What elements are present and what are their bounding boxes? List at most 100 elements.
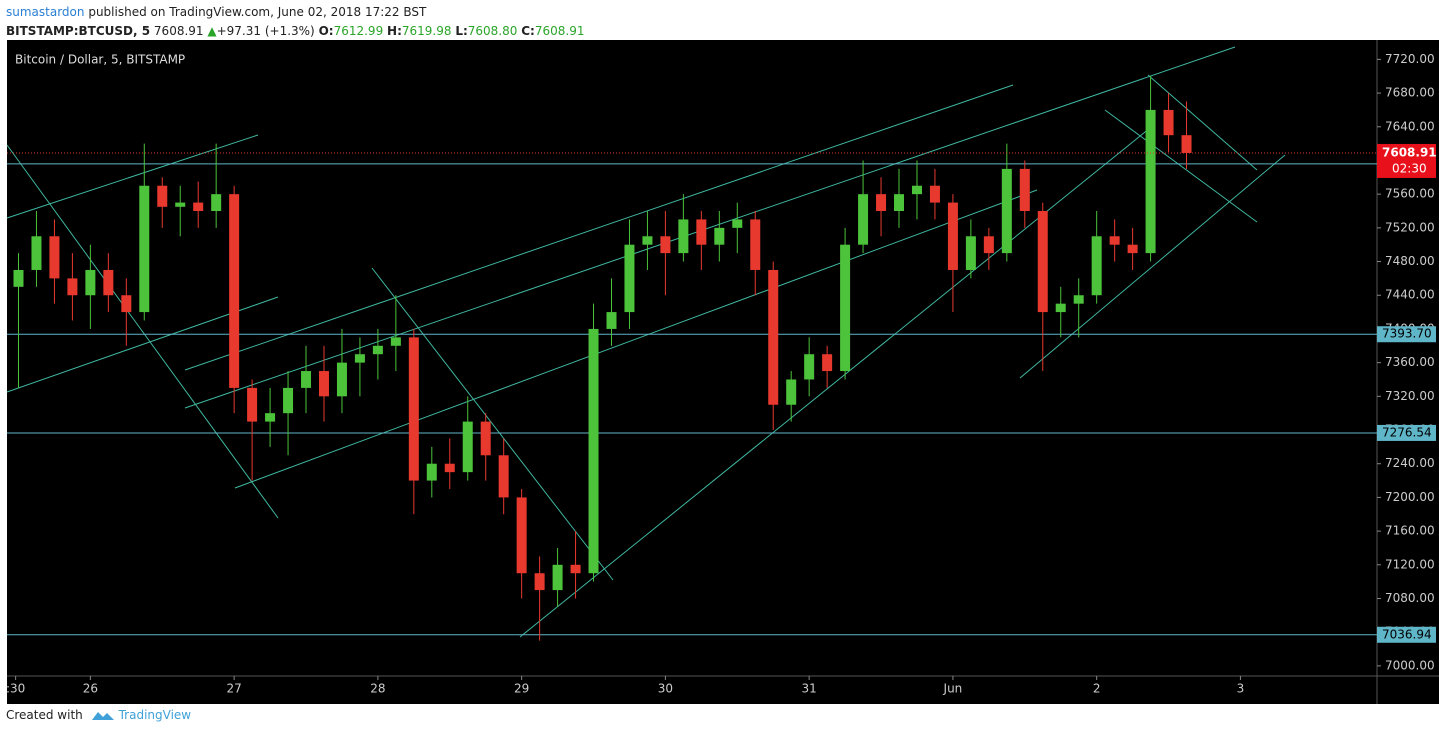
trend-line [371, 267, 614, 581]
level-label: 7276.54 [1382, 425, 1432, 439]
countdown: 02:30 [1392, 161, 1427, 175]
brand[interactable]: TradingView [118, 708, 192, 722]
candle-body [1127, 244, 1138, 254]
last: 7608.91 [153, 24, 204, 38]
chart-bg [7, 40, 1439, 704]
candle-body [714, 227, 725, 245]
y-tick-label: 7640.00 [1385, 119, 1435, 133]
y-tick-label: 7160.00 [1385, 524, 1435, 538]
candle-body [1091, 236, 1102, 296]
created: Created with [6, 708, 83, 722]
candle-body [606, 312, 617, 329]
candle-body [552, 564, 563, 591]
trend-line [1104, 109, 1258, 223]
candle-body [462, 421, 473, 473]
candle-body [534, 573, 545, 591]
close: 7608.91 [534, 24, 585, 38]
y-tick-label: 7720.00 [1385, 52, 1435, 66]
l-label: L: [455, 24, 468, 38]
level-tag [1377, 626, 1436, 643]
candle-body [121, 295, 132, 313]
candle-body [229, 194, 240, 388]
candle-body [858, 194, 869, 245]
candle-body [354, 354, 365, 363]
candle-body [1019, 168, 1030, 212]
logo [91, 711, 114, 720]
candle-body [750, 219, 761, 270]
candle-body [247, 387, 258, 422]
level-tag [1377, 424, 1436, 441]
candle-body [894, 194, 905, 212]
open: 7612.99 [333, 24, 384, 38]
y-tick-label: 7120.00 [1385, 557, 1435, 571]
trend-line [6, 144, 279, 519]
high: 7619.98 [401, 24, 452, 38]
candle-body [31, 236, 42, 270]
candle-body [732, 219, 743, 228]
candle-body [1163, 109, 1174, 136]
candle-body [768, 269, 779, 405]
x-tick-label: 26 [83, 682, 98, 696]
candle-body [67, 278, 78, 296]
candle-body [1145, 109, 1156, 254]
candle-body [786, 379, 797, 405]
candle-body [139, 185, 150, 313]
candle-body [444, 463, 455, 473]
last-price-label: 7608.91 [1382, 145, 1437, 159]
candle-body [929, 185, 940, 203]
y-tick-label: 7200.00 [1385, 490, 1435, 504]
y-tick-label: 7080.00 [1385, 591, 1435, 605]
h-label: H: [387, 24, 402, 38]
candle-body [13, 269, 24, 287]
x-tick-label: 3 [1237, 682, 1245, 696]
header: sumastardon published on TradingView.com… [6, 3, 584, 41]
trend-line [1147, 74, 1258, 171]
candle-body [372, 345, 383, 355]
c-label: C: [521, 24, 535, 38]
x-tick-label: Jun [943, 682, 963, 696]
candle-body [642, 236, 653, 245]
candle-body [301, 371, 312, 388]
footer: Created with TradingView [6, 708, 191, 723]
published: published on TradingView.com, June 02, 2… [88, 5, 427, 19]
candle-body [390, 337, 401, 346]
candle-body [911, 185, 922, 195]
candle-body [660, 236, 671, 254]
chart-title: Bitcoin / Dollar, 5, BITSTAMP [15, 53, 185, 67]
trend-line [184, 84, 1014, 371]
candle-body [1055, 303, 1066, 313]
trend-lines [6, 46, 1286, 638]
candle-body [570, 564, 581, 574]
low: 7608.80 [467, 24, 518, 38]
x-tick-label: 27 [226, 682, 241, 696]
candle-body [947, 202, 958, 270]
x-tick-label: 30 [658, 682, 673, 696]
candle-body [965, 236, 976, 270]
candle-body [1001, 168, 1012, 254]
candle-body [336, 362, 347, 397]
change: +97.31 (+1.3%) [216, 24, 315, 38]
y-tick-label: 7560.00 [1385, 187, 1435, 201]
candle-body [283, 387, 294, 414]
candle-body [157, 185, 168, 207]
candle-body [804, 354, 815, 380]
author[interactable]: sumastardon [6, 5, 85, 19]
candle-body [49, 236, 60, 279]
y-tick-label: 7360.00 [1385, 355, 1435, 369]
candle-body [516, 497, 527, 574]
y-tick-label: 7440.00 [1385, 288, 1435, 302]
o-label: O: [318, 24, 334, 38]
candle-body [1109, 236, 1120, 245]
candle-body [678, 219, 689, 254]
level-tag [1377, 326, 1436, 343]
candle-body [318, 371, 329, 397]
x-tick-label: 28 [370, 682, 385, 696]
candle-body [983, 236, 994, 254]
arrow: ▲ [207, 24, 217, 38]
trend-line [1019, 154, 1286, 379]
x-tick-label: :30 [6, 682, 25, 696]
symbol: BITSTAMP:BTCUSD, 5 [6, 24, 151, 38]
level-label: 7393.70 [1382, 327, 1432, 341]
candle-body [265, 413, 276, 422]
candle-body [480, 421, 491, 456]
